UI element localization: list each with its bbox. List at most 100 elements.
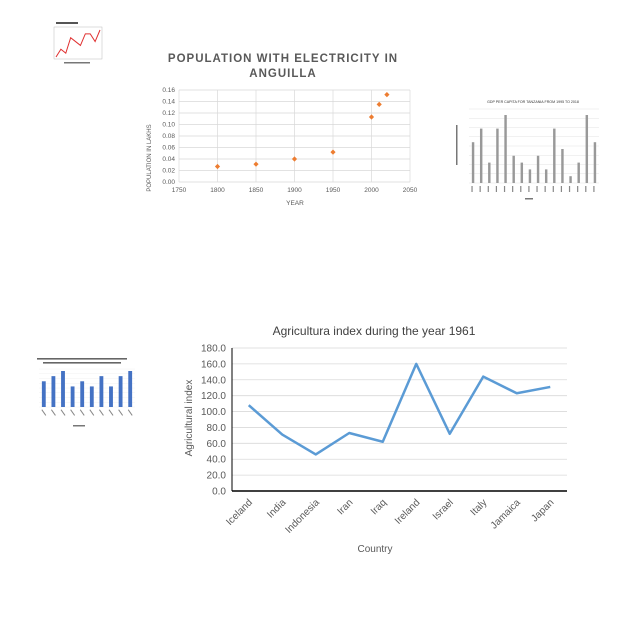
line-xtick-label: Ireland	[393, 497, 422, 526]
thumbnail-gdp-xtick	[585, 186, 587, 192]
line-chart: Agricultura index during the year 1961 0…	[184, 324, 567, 555]
thumbnail-blue-bar	[118, 376, 123, 407]
thumbnail-blue-xlabel	[73, 425, 85, 427]
thumbnail-gdp-xlabel	[525, 198, 533, 200]
thumbnail-blue-bar	[80, 381, 85, 407]
thumbnail-gdp-xtick	[512, 186, 514, 192]
thumbnail-bar-chart-gdp: GDP PER CAPITA FOR TANZANIA FROM 1995 TO…	[453, 95, 603, 205]
thumbnail-gdp-bar	[536, 155, 540, 183]
thumbnail-blue-bar	[41, 381, 46, 407]
scatter-ytick-label: 0.02	[162, 168, 175, 175]
thumbnail-gdp-xtick	[552, 186, 554, 192]
thumbnail-gdp-xtick	[503, 186, 506, 192]
thumbnail-blue-bar	[128, 371, 133, 407]
thumbnail-gdp-bar	[577, 162, 580, 183]
thumbnail-gdp-xtick	[520, 186, 522, 192]
scatter-xlabel: YEAR	[286, 200, 304, 207]
thumbnail-gdp-bar	[528, 169, 532, 183]
line-title: Agricultura index during the year 1961	[273, 324, 476, 338]
line-ytick-label: 0.0	[212, 487, 226, 498]
scatter-point	[376, 101, 382, 107]
thumbnail-gdp-xtick	[560, 186, 563, 192]
thumbnail-blue-xtick	[41, 409, 47, 416]
thumbnail-gdp-xtick	[593, 186, 595, 192]
thumbnail-gdp-xtick	[536, 186, 538, 192]
scatter-ytick-label: 0.00	[162, 179, 175, 186]
line-ytick-label: 120.0	[201, 391, 226, 402]
thumbnail-gdp-bar	[520, 162, 524, 183]
thumbnail-blue-bar	[99, 376, 104, 407]
line-xtick-label: Iraq	[369, 497, 389, 517]
thumbnail-blue-xtick	[89, 409, 95, 416]
line-xtick-label: Israel	[431, 497, 456, 522]
thumbnail-gdp-xtick	[487, 186, 489, 192]
thumbnail-bar-chart-blue	[25, 355, 140, 430]
thumbnail-blue-title-1	[37, 358, 127, 360]
scatter-ytick-label: 0.16	[162, 87, 175, 94]
scatter-xtick-label: 2050	[403, 187, 418, 194]
scatter-point	[384, 92, 390, 98]
thumbnail-blue-xtick	[118, 409, 124, 416]
thumbnail-gdp-xtick	[544, 186, 546, 192]
thumbnail-blue-title-2	[43, 362, 121, 364]
scatter-ytick-label: 0.14	[162, 99, 175, 106]
line-ytick-label: 80.0	[207, 423, 227, 434]
scatter-xtick-label: 1800	[210, 187, 225, 194]
thumbnail-line-chart	[50, 18, 106, 66]
scatter-xtick-label: 1900	[287, 187, 302, 194]
thumbnail-gdp-bar	[488, 162, 491, 183]
line-ytick-label: 100.0	[201, 407, 226, 418]
line-ylabel: Agricultural index	[184, 380, 195, 457]
thumbnail-xlabel	[64, 62, 90, 64]
thumbnail-blue-bar	[89, 386, 94, 407]
thumbnail-blue-xtick	[79, 409, 85, 416]
thumbnail-blue-bar	[70, 386, 75, 407]
thumbnail-gdp-bar	[496, 128, 499, 183]
line-xtick-label: Italy	[469, 497, 490, 518]
line-ytick-label: 20.0	[207, 471, 227, 482]
thumbnail-gdp-title: GDP PER CAPITA FOR TANZANIA FROM 1995 TO…	[487, 100, 579, 104]
scatter-title-line-1: POPULATION WITH ELECTRICITY IN	[168, 53, 398, 65]
line-xlabel: Country	[357, 544, 392, 555]
scatter-chart: POPULATION WITH ELECTRICITY IN ANGUILLA …	[147, 53, 418, 207]
thumbnail-gdp-bar	[569, 176, 572, 183]
thumbnail-blue-bar	[51, 376, 56, 407]
scatter-ytick-label: 0.10	[162, 122, 175, 129]
scatter-xtick-label: 2000	[364, 187, 379, 194]
thumbnail-blue-xtick	[127, 409, 133, 416]
thumbnail-gdp-bar	[479, 128, 483, 183]
thumbnail-gdp-bar	[561, 149, 564, 183]
line-xtick-label: Iran	[335, 497, 355, 517]
scatter-point	[291, 156, 298, 162]
line-ytick-label: 180.0	[201, 344, 226, 355]
scatter-ytick-label: 0.08	[162, 133, 175, 140]
scatter-xtick-label: 1850	[249, 187, 264, 194]
thumbnail-blue-bar	[61, 371, 65, 407]
scatter-title-line-2: ANGUILLA	[249, 68, 316, 80]
scatter-point	[253, 161, 259, 167]
line-series-agricultural-index	[247, 362, 551, 456]
line-chart-panel: Agricultura index during the year 1961 0…	[175, 315, 590, 560]
scatter-chart-panel: POPULATION WITH ELECTRICITY IN ANGUILLA …	[140, 40, 426, 215]
scatter-ylabel: POPULATION IN LAKHS	[147, 124, 153, 191]
thumbnail-blue-xtick	[99, 409, 104, 416]
scatter-ytick-label: 0.12	[162, 110, 175, 117]
line-xtick-label: Indonesia	[283, 497, 322, 536]
line-xtick-label: Iceland	[224, 497, 255, 528]
scatter-point	[214, 163, 221, 170]
line-ytick-label: 140.0	[201, 375, 226, 386]
line-ytick-label: 40.0	[207, 455, 227, 466]
thumbnail-gdp-bar	[544, 169, 548, 183]
line-xtick-label: India	[265, 497, 288, 520]
line-ytick-label: 160.0	[201, 359, 226, 370]
thumbnail-gdp-bar	[585, 115, 589, 183]
thumbnail-gdp-bar	[512, 155, 515, 183]
thumbnail-gdp-bar	[553, 128, 556, 183]
thumbnail-series-line	[55, 29, 101, 58]
scatter-point	[368, 114, 375, 120]
line-ytick-label: 60.0	[207, 439, 227, 450]
thumbnail-gdp-xtick	[577, 186, 579, 192]
thumbnail-blue-xtick	[70, 409, 76, 416]
scatter-xtick-label: 1950	[326, 187, 341, 194]
thumbnail-gdp-xtick	[528, 186, 530, 192]
